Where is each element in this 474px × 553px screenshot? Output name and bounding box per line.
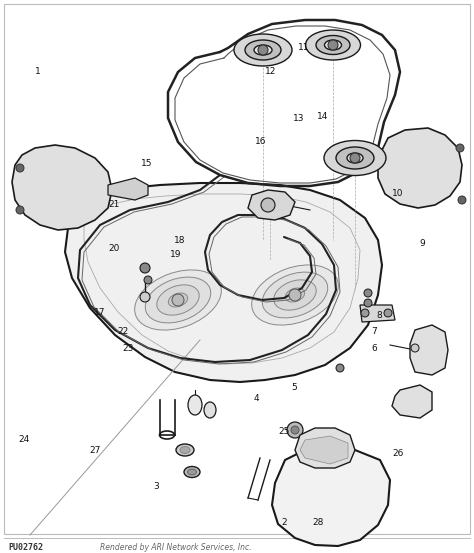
Ellipse shape	[245, 40, 281, 60]
Text: 13: 13	[293, 114, 304, 123]
Circle shape	[336, 364, 344, 372]
Polygon shape	[392, 385, 432, 418]
Text: 4: 4	[253, 394, 259, 403]
Text: 6: 6	[372, 344, 377, 353]
Text: 28: 28	[312, 518, 323, 527]
Text: 27: 27	[89, 446, 100, 455]
Ellipse shape	[176, 444, 194, 456]
Circle shape	[261, 198, 275, 212]
Circle shape	[456, 144, 464, 152]
Circle shape	[350, 153, 360, 163]
Text: 3: 3	[154, 482, 159, 491]
Text: 23: 23	[122, 344, 134, 353]
FancyBboxPatch shape	[4, 4, 470, 534]
Polygon shape	[248, 190, 295, 220]
Circle shape	[458, 196, 466, 204]
Text: 12: 12	[264, 67, 276, 76]
Ellipse shape	[252, 265, 338, 325]
Circle shape	[411, 344, 419, 352]
Ellipse shape	[157, 285, 199, 315]
Ellipse shape	[306, 30, 361, 60]
Text: 22: 22	[118, 327, 129, 336]
Circle shape	[140, 263, 150, 273]
Circle shape	[328, 40, 338, 50]
Text: 14: 14	[317, 112, 328, 121]
Ellipse shape	[188, 395, 202, 415]
Circle shape	[364, 289, 372, 297]
Circle shape	[289, 289, 301, 301]
Ellipse shape	[204, 402, 216, 418]
Text: 26: 26	[392, 449, 404, 458]
Ellipse shape	[168, 293, 188, 307]
Text: 2: 2	[282, 518, 287, 527]
Ellipse shape	[316, 35, 350, 55]
Polygon shape	[108, 178, 148, 200]
Ellipse shape	[325, 40, 341, 50]
Circle shape	[172, 294, 184, 306]
Ellipse shape	[274, 280, 316, 310]
Polygon shape	[410, 325, 448, 375]
Polygon shape	[272, 450, 390, 546]
Text: 24: 24	[18, 435, 29, 444]
Text: 7: 7	[372, 327, 377, 336]
Polygon shape	[65, 183, 382, 382]
Ellipse shape	[324, 140, 386, 175]
Ellipse shape	[285, 288, 305, 302]
Circle shape	[364, 299, 372, 307]
Ellipse shape	[262, 272, 328, 318]
Text: Rendered by ARI Network Services, Inc.: Rendered by ARI Network Services, Inc.	[100, 544, 252, 552]
Circle shape	[384, 309, 392, 317]
Ellipse shape	[254, 45, 272, 55]
Text: 18: 18	[174, 236, 186, 245]
Circle shape	[16, 164, 24, 172]
Ellipse shape	[184, 467, 200, 477]
Ellipse shape	[234, 34, 292, 66]
Text: 11: 11	[298, 43, 309, 51]
Text: 20: 20	[108, 244, 119, 253]
Polygon shape	[300, 436, 348, 464]
Text: 25: 25	[279, 427, 290, 436]
Text: 21: 21	[108, 200, 119, 209]
Ellipse shape	[347, 153, 363, 163]
Polygon shape	[378, 128, 462, 208]
Ellipse shape	[336, 147, 374, 169]
Polygon shape	[360, 305, 395, 322]
Circle shape	[287, 422, 303, 438]
Text: 19: 19	[170, 250, 181, 259]
Text: 9: 9	[419, 239, 425, 248]
Ellipse shape	[135, 270, 221, 330]
Circle shape	[258, 45, 268, 55]
Circle shape	[291, 426, 299, 434]
Polygon shape	[295, 428, 355, 468]
Circle shape	[16, 206, 24, 214]
Polygon shape	[12, 145, 112, 230]
Text: PU02762: PU02762	[8, 544, 43, 552]
Text: 1: 1	[35, 67, 41, 76]
Ellipse shape	[145, 277, 211, 323]
Text: 5: 5	[291, 383, 297, 392]
Circle shape	[144, 276, 152, 284]
Text: 10: 10	[392, 189, 404, 198]
Text: 15: 15	[141, 159, 153, 168]
Circle shape	[361, 309, 369, 317]
Text: 8: 8	[376, 311, 382, 320]
Circle shape	[140, 292, 150, 302]
Text: 16: 16	[255, 137, 266, 145]
Text: 17: 17	[94, 308, 105, 317]
Ellipse shape	[188, 469, 197, 475]
Ellipse shape	[180, 446, 190, 453]
